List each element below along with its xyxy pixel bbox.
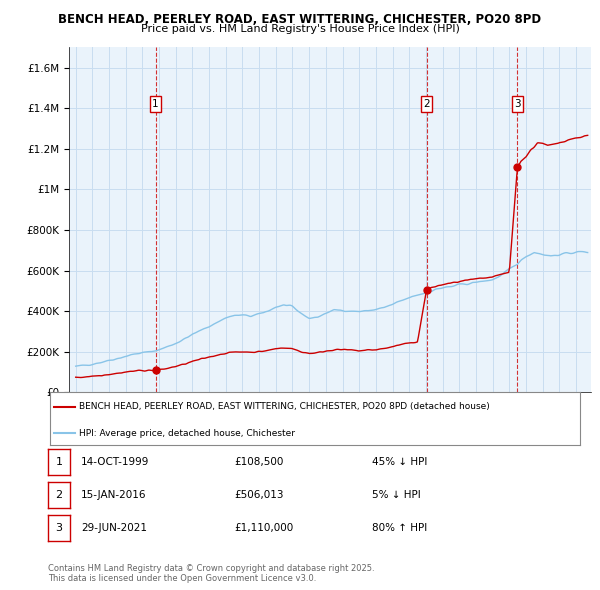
Text: BENCH HEAD, PEERLEY ROAD, EAST WITTERING, CHICHESTER, PO20 8PD (detached house): BENCH HEAD, PEERLEY ROAD, EAST WITTERING… <box>79 402 490 411</box>
Text: 3: 3 <box>56 523 62 533</box>
Text: 5% ↓ HPI: 5% ↓ HPI <box>372 490 421 500</box>
Text: 15-JAN-2016: 15-JAN-2016 <box>81 490 146 500</box>
Text: 1: 1 <box>56 457 62 467</box>
Text: 2: 2 <box>55 490 62 500</box>
Text: 29-JUN-2021: 29-JUN-2021 <box>81 523 147 533</box>
Text: £1,110,000: £1,110,000 <box>234 523 293 533</box>
Text: BENCH HEAD, PEERLEY ROAD, EAST WITTERING, CHICHESTER, PO20 8PD: BENCH HEAD, PEERLEY ROAD, EAST WITTERING… <box>58 13 542 26</box>
Text: 3: 3 <box>514 99 521 109</box>
Text: £108,500: £108,500 <box>234 457 283 467</box>
Text: Price paid vs. HM Land Registry's House Price Index (HPI): Price paid vs. HM Land Registry's House … <box>140 24 460 34</box>
Text: £506,013: £506,013 <box>234 490 284 500</box>
Text: 1: 1 <box>152 99 159 109</box>
Text: 2: 2 <box>423 99 430 109</box>
Text: 14-OCT-1999: 14-OCT-1999 <box>81 457 149 467</box>
Text: 80% ↑ HPI: 80% ↑ HPI <box>372 523 427 533</box>
Text: HPI: Average price, detached house, Chichester: HPI: Average price, detached house, Chic… <box>79 429 295 438</box>
Text: 45% ↓ HPI: 45% ↓ HPI <box>372 457 427 467</box>
Text: Contains HM Land Registry data © Crown copyright and database right 2025.
This d: Contains HM Land Registry data © Crown c… <box>48 563 374 583</box>
